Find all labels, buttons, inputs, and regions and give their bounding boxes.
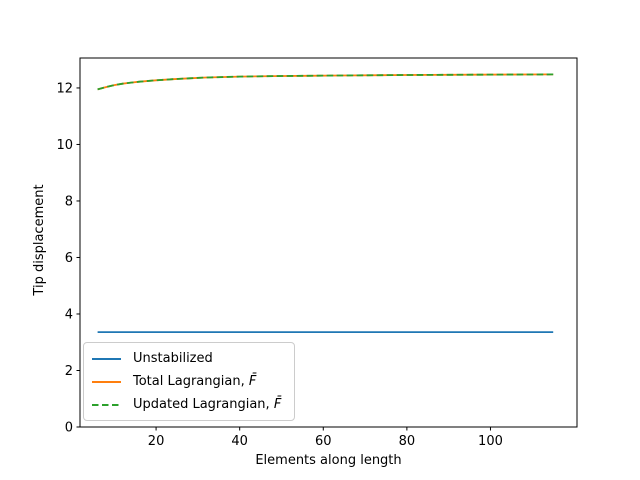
legend-label-text: Total Lagrangian, bbox=[133, 374, 249, 389]
y-tick-label: 4 bbox=[65, 307, 73, 322]
legend-label-unstabilized: Unstabilized bbox=[133, 351, 213, 366]
legend-label-updated-lagrangian: Updated Lagrangian, F̄ bbox=[133, 397, 281, 412]
series-line-1 bbox=[97, 73, 554, 91]
x-axis-label: Elements along length bbox=[255, 453, 402, 468]
legend-label-text: Unstabilized bbox=[133, 351, 213, 366]
legend-item-updated-lagrangian: Updated Lagrangian, F̄ bbox=[92, 397, 294, 412]
y-tick-label: 2 bbox=[65, 364, 73, 379]
y-axis-label: Tip displacement bbox=[32, 184, 47, 296]
y-tick-label: 8 bbox=[65, 194, 73, 209]
legend-label-symbol: F̄ bbox=[273, 397, 282, 412]
x-tick-label: 100 bbox=[478, 434, 503, 449]
legend-item-unstabilized: Unstabilized bbox=[92, 351, 294, 366]
y-tick-label: 10 bbox=[56, 138, 73, 153]
legend-label-symbol: F̄ bbox=[248, 374, 257, 389]
legend: Unstabilized Total Lagrangian, F̄ Update… bbox=[83, 342, 295, 421]
legend-label-total-lagrangian: Total Lagrangian, F̄ bbox=[133, 374, 256, 389]
y-tick-label: 12 bbox=[56, 81, 73, 96]
axes-frame bbox=[79, 57, 578, 428]
y-tick-label: 0 bbox=[65, 421, 73, 436]
legend-line-solid-blue-icon bbox=[92, 357, 121, 360]
legend-line-solid-orange-icon bbox=[92, 380, 121, 383]
series-line-2 bbox=[97, 73, 554, 91]
y-tick-label: 6 bbox=[65, 251, 73, 266]
x-tick-label: 80 bbox=[399, 434, 416, 449]
legend-line-dashed-green-icon bbox=[92, 403, 121, 406]
legend-label-text: Updated Lagrangian, bbox=[133, 397, 274, 412]
x-tick-label: 20 bbox=[148, 434, 165, 449]
x-tick-label: 40 bbox=[231, 434, 248, 449]
legend-item-total-lagrangian: Total Lagrangian, F̄ bbox=[92, 374, 294, 389]
x-tick-label: 60 bbox=[315, 434, 332, 449]
